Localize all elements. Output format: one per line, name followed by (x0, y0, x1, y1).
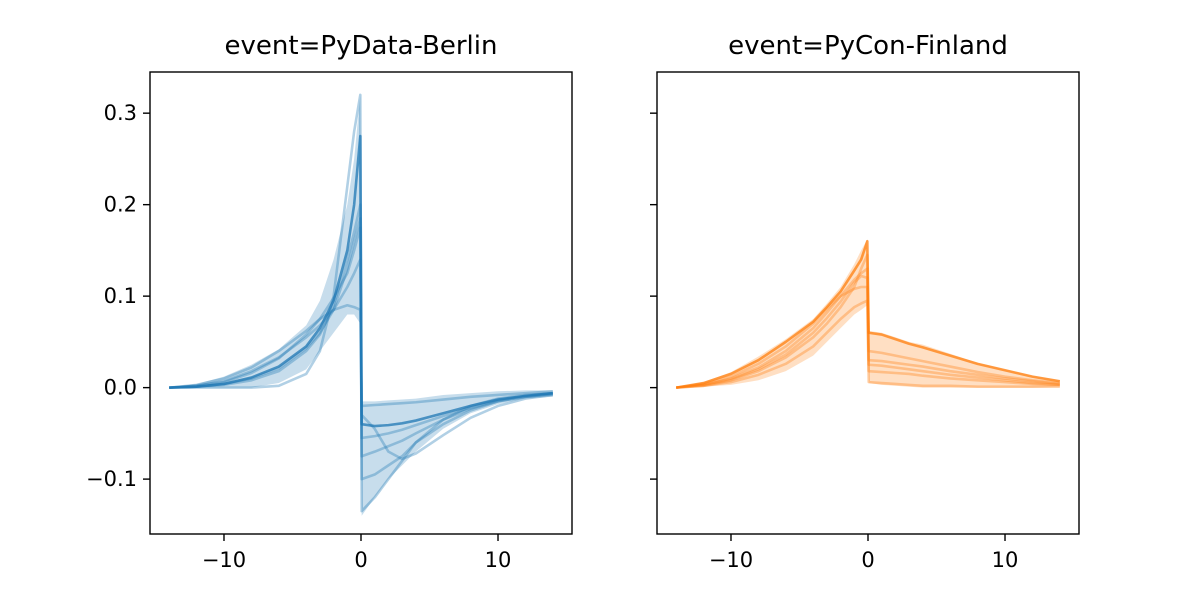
x-tick-label: −10 (709, 548, 753, 572)
x-tick-label: 10 (485, 548, 512, 572)
series-line-2 (676, 299, 1060, 389)
series-line-4 (169, 226, 553, 458)
x-tick-label: 10 (992, 548, 1019, 572)
series-line-4 (676, 285, 1060, 389)
series-line-1 (675, 239, 1061, 389)
x-tick-label: 0 (354, 548, 367, 572)
chart-title: event=PyData-Berlin (225, 31, 498, 61)
series-line-2 (169, 93, 553, 513)
y-tick-label: 0.1 (104, 284, 137, 308)
series-line-5 (676, 253, 1060, 389)
series-line-6 (169, 258, 553, 440)
series-line-7 (169, 217, 553, 461)
subplot-pycon-finland: −10 0 10 event=PyCon-Finland (650, 31, 1080, 572)
y-tick-label: −0.1 (86, 467, 137, 491)
series-line-3 (169, 303, 553, 408)
series-line-1 (169, 134, 553, 428)
series-line-3 (676, 267, 1060, 389)
y-tick-label: 0.3 (104, 101, 137, 125)
y-tick-label: 0.0 (104, 376, 137, 400)
chart-title: event=PyCon-Finland (728, 31, 1008, 61)
x-tick-label: 0 (861, 548, 874, 572)
series-line-5 (169, 203, 553, 481)
y-tick-label: 0.2 (104, 193, 137, 217)
series-line-6 (676, 274, 1060, 389)
x-tick-label: −10 (202, 548, 246, 572)
subplot-pydata-berlin: −10 0 10 −0.1 0.0 0.1 0.2 0.3 event=PyData-Berli… (86, 31, 573, 572)
